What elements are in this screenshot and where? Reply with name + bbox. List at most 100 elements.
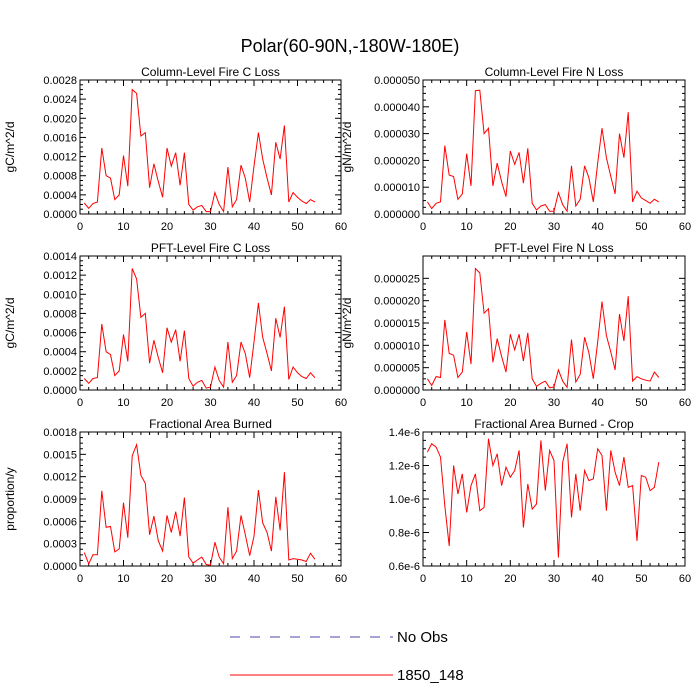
x-tick-label: 20 (504, 397, 516, 409)
y-tick-label: 0.0008 (43, 308, 77, 320)
y-tick-label: 0.0000 (43, 209, 77, 221)
chart-panel-4: 0 10 20 30 40 50 60 0.000000 0.000005 0.000010 0.0… (340, 241, 691, 409)
x-tick-label: 10 (117, 573, 129, 585)
x-tick-label: 60 (335, 221, 347, 233)
series-line (426, 89, 660, 213)
panel-title: Fractional Area Burned - Crop (474, 417, 634, 431)
legend-entry: No Obs (230, 629, 448, 646)
y-tick-label: 0.0002 (43, 366, 77, 378)
y-tick-label: 0.0000 (43, 561, 77, 573)
y-tick-label: 1.4e-6 (389, 427, 420, 439)
figure-title: Polar(60-90N,-180W-180E) (241, 36, 460, 56)
x-tick-label: 40 (592, 573, 604, 585)
series-line (426, 267, 660, 389)
legend-label: No Obs (397, 629, 448, 646)
x-tick-label: 50 (635, 221, 647, 233)
y-tick-label: 0.8e-6 (389, 528, 420, 540)
y-tick-label: 1.0e-6 (389, 494, 420, 506)
x-tick-label: 30 (548, 573, 560, 585)
series-line (83, 88, 316, 214)
y-tick-label: 0.000020 (374, 296, 420, 308)
x-tick-label: 10 (461, 573, 473, 585)
y-tick-label: 0.000000 (374, 385, 420, 397)
x-tick-label: 20 (161, 573, 173, 585)
y-axis-label: gN/m^2/d (340, 122, 354, 173)
y-axis-label: gC/m^2/d (3, 298, 17, 349)
series-line (426, 438, 660, 558)
y-tick-label: 0.0012 (43, 472, 77, 484)
y-tick-label: 0.000015 (374, 318, 420, 330)
y-tick-label: 0.0003 (43, 539, 77, 551)
y-axis-label: proportion/y (3, 467, 17, 530)
y-tick-label: 0.0020 (43, 113, 77, 125)
x-tick-label: 40 (248, 573, 260, 585)
y-tick-label: 0.0008 (43, 171, 77, 183)
y-tick-label: 0.000050 (374, 75, 420, 87)
y-tick-label: 0.000005 (374, 363, 420, 375)
legend: No Obs 1850_148 (230, 629, 464, 684)
x-tick-label: 10 (117, 221, 129, 233)
x-tick-label: 40 (248, 221, 260, 233)
y-tick-label: 0.0015 (43, 449, 77, 461)
y-tick-label: 0.0010 (43, 289, 77, 301)
series-line (83, 442, 316, 566)
y-tick-label: 0.0000 (43, 385, 77, 397)
x-tick-label: 50 (291, 573, 303, 585)
chart-panel-2: 0 10 20 30 40 50 60 0.000000 0.000010 0.000020 0.0… (340, 65, 691, 233)
x-tick-label: 40 (248, 397, 260, 409)
chart-panel-3: 0 10 20 30 40 50 60 0.0000 0.0002 0.0004 0.0006 0.0… (3, 241, 347, 409)
x-tick-label: 60 (335, 397, 347, 409)
y-tick-label: 0.000020 (374, 155, 420, 167)
y-tick-label: 1.2e-6 (389, 461, 420, 473)
x-tick-label: 0 (77, 573, 83, 585)
y-tick-label: 0.000000 (374, 209, 420, 221)
x-tick-label: 60 (679, 573, 691, 585)
x-tick-label: 50 (291, 397, 303, 409)
x-tick-label: 60 (679, 221, 691, 233)
y-tick-label: 0.0018 (43, 427, 77, 439)
x-tick-label: 20 (161, 397, 173, 409)
chart-panel-6: 0 10 20 30 40 50 60 0.6e-6 0.8e-6 1.0e-6 1.2e-6 1.4… (389, 417, 691, 585)
panel-title: PFT-Level Fire C Loss (151, 241, 270, 255)
y-tick-label: 0.6e-6 (389, 561, 420, 573)
y-axis-label: gC/m^2/d (3, 122, 17, 173)
y-tick-label: 0.0012 (43, 270, 77, 282)
y-tick-label: 0.0014 (43, 251, 77, 263)
series-line (83, 268, 316, 389)
x-tick-label: 50 (635, 573, 647, 585)
y-tick-label: 0.000040 (374, 102, 420, 114)
x-tick-label: 20 (161, 221, 173, 233)
x-tick-label: 0 (420, 573, 426, 585)
legend-entry: 1850_148 (230, 667, 464, 684)
plot-frame (422, 431, 686, 567)
x-tick-label: 10 (461, 397, 473, 409)
y-tick-label: 0.000025 (374, 273, 420, 285)
x-tick-label: 20 (504, 221, 516, 233)
x-tick-label: 0 (77, 221, 83, 233)
y-tick-label: 0.0012 (43, 152, 77, 164)
x-tick-label: 10 (117, 397, 129, 409)
legend-label: 1850_148 (397, 667, 464, 684)
y-tick-label: 0.0004 (43, 347, 77, 359)
chart-panel-5: 0 10 20 30 40 50 60 0.0000 0.0003 0.0006 0.0009 0.0… (3, 417, 347, 585)
x-tick-label: 30 (548, 397, 560, 409)
y-tick-label: 0.000010 (374, 340, 420, 352)
panel-title: Column-Level Fire N Loss (485, 65, 624, 79)
x-tick-label: 50 (635, 397, 647, 409)
y-tick-label: 0.0006 (43, 516, 77, 528)
chart-panel-1: 0 10 20 30 40 50 60 0.0000 0.0004 0.0008 0.0012 0.0… (3, 65, 347, 233)
x-tick-label: 60 (335, 573, 347, 585)
x-tick-label: 10 (461, 221, 473, 233)
x-tick-label: 20 (504, 573, 516, 585)
x-tick-label: 40 (592, 221, 604, 233)
y-tick-label: 0.000030 (374, 129, 420, 141)
y-tick-label: 0.0016 (43, 132, 77, 144)
x-tick-label: 0 (77, 397, 83, 409)
y-tick-label: 0.000010 (374, 182, 420, 194)
panel-title: Fractional Area Burned (149, 417, 272, 431)
y-tick-label: 0.0006 (43, 328, 77, 340)
x-tick-label: 0 (420, 397, 426, 409)
x-tick-label: 30 (204, 397, 216, 409)
x-tick-label: 40 (592, 397, 604, 409)
